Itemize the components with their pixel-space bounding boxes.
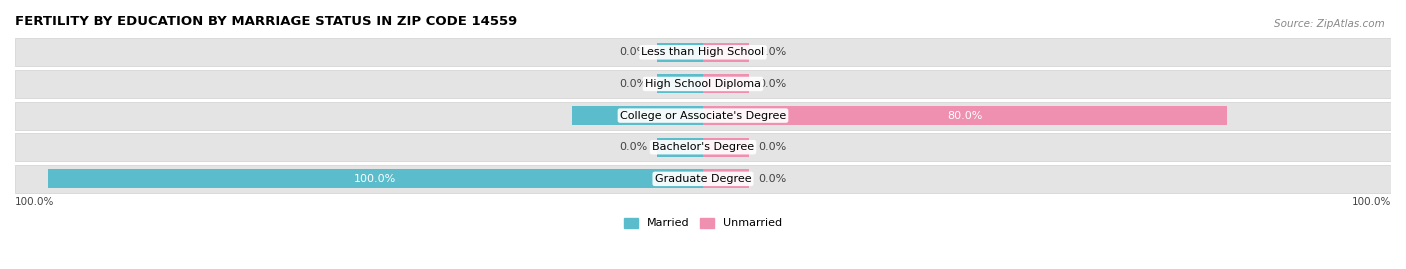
- Legend: Married, Unmarried: Married, Unmarried: [624, 218, 782, 228]
- Bar: [703, 138, 749, 157]
- Text: 0.0%: 0.0%: [619, 47, 647, 57]
- Bar: [703, 75, 749, 93]
- Bar: [703, 106, 1227, 125]
- Bar: [657, 43, 703, 62]
- Bar: [657, 75, 703, 93]
- Text: Bachelor's Degree: Bachelor's Degree: [652, 142, 754, 152]
- Text: Graduate Degree: Graduate Degree: [655, 174, 751, 184]
- Bar: [572, 106, 703, 125]
- Text: 100.0%: 100.0%: [1351, 197, 1391, 207]
- Bar: [15, 165, 1391, 193]
- Text: 0.0%: 0.0%: [759, 174, 787, 184]
- Text: 0.0%: 0.0%: [619, 79, 647, 89]
- Text: 80.0%: 80.0%: [948, 111, 983, 121]
- Bar: [48, 169, 703, 188]
- Text: 0.0%: 0.0%: [759, 79, 787, 89]
- Bar: [15, 38, 1391, 66]
- Text: 100.0%: 100.0%: [354, 174, 396, 184]
- Bar: [15, 102, 1391, 129]
- Text: 100.0%: 100.0%: [15, 197, 55, 207]
- Text: Less than High School: Less than High School: [641, 47, 765, 57]
- Text: 0.0%: 0.0%: [759, 142, 787, 152]
- Text: College or Associate's Degree: College or Associate's Degree: [620, 111, 786, 121]
- Bar: [703, 43, 749, 62]
- Text: Source: ZipAtlas.com: Source: ZipAtlas.com: [1274, 19, 1385, 29]
- Text: High School Diploma: High School Diploma: [645, 79, 761, 89]
- Bar: [703, 169, 749, 188]
- Text: 0.0%: 0.0%: [759, 47, 787, 57]
- Bar: [657, 138, 703, 157]
- Bar: [15, 70, 1391, 98]
- Bar: [15, 133, 1391, 161]
- Text: 0.0%: 0.0%: [619, 142, 647, 152]
- Text: 20.0%: 20.0%: [620, 111, 655, 121]
- Text: FERTILITY BY EDUCATION BY MARRIAGE STATUS IN ZIP CODE 14559: FERTILITY BY EDUCATION BY MARRIAGE STATU…: [15, 15, 517, 28]
